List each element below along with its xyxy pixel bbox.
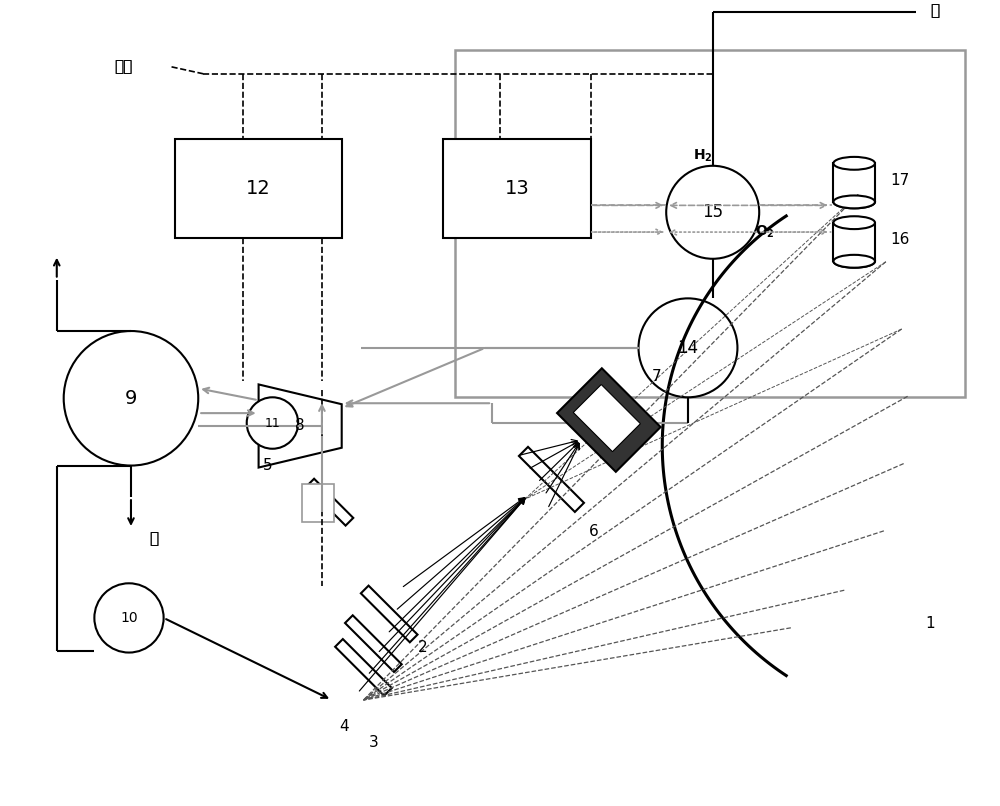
Ellipse shape (833, 216, 875, 229)
Text: 8: 8 (295, 418, 305, 434)
Polygon shape (557, 368, 661, 472)
Text: 电网: 电网 (114, 60, 132, 74)
Text: 4: 4 (339, 719, 348, 734)
Bar (302, 484, 334, 522)
Polygon shape (335, 639, 392, 696)
Text: 17: 17 (891, 173, 910, 188)
Text: 1: 1 (926, 617, 935, 631)
Text: 7: 7 (652, 369, 661, 384)
Text: 10: 10 (120, 611, 138, 625)
Text: 5: 5 (263, 458, 272, 473)
Ellipse shape (833, 255, 875, 268)
Text: 12: 12 (246, 179, 271, 198)
Text: 9: 9 (125, 388, 137, 408)
Polygon shape (519, 447, 584, 512)
Circle shape (247, 397, 298, 449)
Circle shape (64, 331, 198, 466)
Text: 3: 3 (368, 735, 378, 750)
Text: 2: 2 (418, 640, 428, 655)
Text: 水: 水 (930, 3, 939, 18)
Polygon shape (345, 615, 402, 672)
Text: $\mathbf{H_2}$: $\mathbf{H_2}$ (693, 147, 713, 164)
Text: 16: 16 (891, 232, 910, 247)
Text: 6: 6 (589, 525, 599, 539)
Polygon shape (259, 384, 342, 467)
Text: 11: 11 (265, 417, 280, 430)
Bar (455, 50, 965, 397)
Ellipse shape (833, 196, 875, 208)
Polygon shape (361, 586, 418, 642)
Circle shape (94, 584, 164, 653)
Text: $\mathbf{O_2}$: $\mathbf{O_2}$ (755, 224, 775, 240)
Polygon shape (573, 384, 640, 451)
Text: 14: 14 (677, 339, 699, 357)
Polygon shape (306, 479, 353, 526)
Bar (443, 139, 591, 238)
Text: 13: 13 (504, 179, 529, 198)
Circle shape (666, 166, 759, 259)
Text: 水: 水 (930, 3, 939, 18)
Circle shape (639, 298, 737, 397)
Ellipse shape (833, 157, 875, 170)
Text: 水: 水 (149, 531, 158, 546)
Text: 15: 15 (702, 203, 723, 222)
Text: 水: 水 (149, 531, 158, 546)
Bar (175, 139, 342, 238)
Text: 电网: 电网 (114, 60, 132, 74)
